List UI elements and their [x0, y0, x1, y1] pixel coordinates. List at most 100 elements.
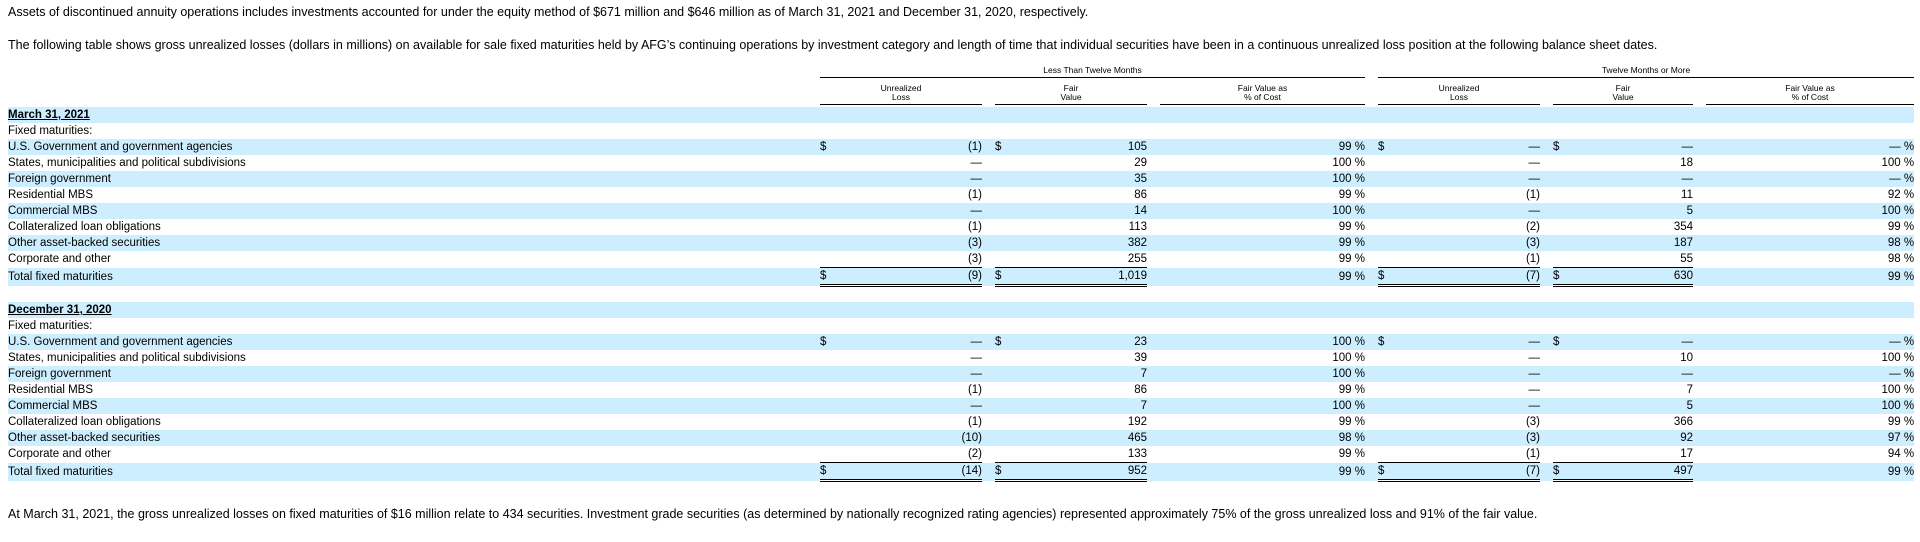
fair-value-cell: 113: [1128, 221, 1147, 233]
pct-of-cost-cell: 100 %: [1881, 157, 1915, 169]
currency-symbol: [820, 414, 840, 430]
fair-value-cell: 133: [1127, 448, 1147, 460]
fair-value-cell: 7: [1686, 384, 1693, 396]
fair-value-cell: 354: [1673, 221, 1693, 233]
spacer-cell: [1365, 382, 1378, 398]
spacer-cell: [982, 398, 995, 414]
section-date-row: March 31, 2021: [8, 107, 1915, 123]
spacer-cell: [1147, 235, 1160, 251]
footer-note: At March 31, 2021, the gross unrealized …: [8, 507, 1538, 521]
group-header-less: Less Than Twelve Months: [1043, 65, 1142, 75]
col-header-line: Unrealized: [880, 83, 922, 93]
table-row: Foreign government — 7 100 % — — — %: [8, 366, 1915, 382]
unrealized-loss-cell: —: [840, 203, 982, 219]
spacer-cell: [1365, 350, 1378, 366]
currency-symbol: [820, 398, 840, 414]
currency-symbol: [1378, 430, 1398, 446]
spacer-cell: [1147, 430, 1160, 446]
col-header-line: Fair: [1615, 83, 1631, 93]
currency-symbol: [995, 350, 1015, 366]
spacer-cell: [1540, 235, 1553, 251]
currency-symbol: [1553, 366, 1573, 382]
spacer-cell: [982, 350, 995, 366]
spacer-cell: [1147, 251, 1160, 268]
fair-value-cell: 5: [1573, 203, 1693, 219]
spacer-cell: [1540, 398, 1553, 414]
currency-symbol: [995, 398, 1015, 414]
unrealized-loss-cell: —: [970, 352, 983, 364]
spacer-cell: [982, 430, 995, 446]
currency-symbol: [1378, 350, 1398, 366]
pct-of-cost-cell: 100 %: [1160, 171, 1365, 187]
table-row: Collateralized loan obligations (1) 192 99 …: [8, 414, 1914, 430]
row-label: Commercial MBS: [8, 203, 820, 219]
spacer-cell: [1147, 139, 1160, 155]
group-underline-more: [1378, 77, 1914, 78]
currency-symbol: $: [1378, 267, 1398, 287]
spacer-cell: [1147, 446, 1160, 463]
currency-symbol: [820, 235, 840, 251]
currency-symbol: [1553, 187, 1573, 203]
intro-note: Assets of discontinued annuity operation…: [8, 5, 1089, 19]
fair-value-cell: —: [1573, 366, 1693, 382]
table-row: Residential MBS (1) 86 99 % — 7 100 %: [8, 382, 1914, 398]
spacer-cell: [1693, 267, 1706, 286]
table-row: U.S. Government and government agencies $…: [8, 334, 1915, 350]
spacer-cell: [1147, 187, 1160, 203]
pct-of-cost-cell: 99 %: [1338, 416, 1365, 428]
spacer-cell: [982, 251, 995, 268]
unrealized-loss-cell: (9): [840, 267, 982, 287]
col-header-lt-loss: Unrealized Loss: [820, 84, 982, 102]
spacer-cell: [1365, 462, 1378, 481]
pct-of-cost-cell: 92 %: [1887, 189, 1915, 201]
pct-of-cost-cell: 99 %: [1887, 221, 1915, 233]
currency-symbol: [995, 171, 1015, 187]
currency-symbol: [1378, 155, 1398, 171]
spacer-cell: [1147, 171, 1160, 187]
fair-value-cell: 92: [1573, 430, 1693, 446]
row-label: Other asset-backed securities: [8, 430, 820, 446]
fair-value-cell: 630: [1573, 267, 1693, 287]
fair-value-cell: —: [1573, 171, 1693, 187]
spacer-cell: [982, 139, 995, 155]
unrealized-loss-cell: —: [1398, 334, 1540, 350]
spacer-cell: [1540, 382, 1553, 398]
spacer-cell: [982, 366, 995, 382]
currency-symbol: [1378, 171, 1398, 187]
fair-value-cell: 465: [1015, 430, 1147, 446]
pct-of-cost-cell: 98 %: [1887, 253, 1915, 266]
fair-value-cell: —: [1573, 334, 1693, 350]
col-header-line: Value: [1060, 92, 1082, 102]
pct-of-cost-cell: 100 %: [1881, 352, 1915, 364]
currency-symbol: $: [820, 267, 840, 287]
currency-symbol: $: [1553, 267, 1573, 287]
fair-value-cell: 23: [1015, 334, 1147, 350]
unrealized-loss-table-mar-2021: March 31, 2021 Fixed maturities: U.S. Gove…: [8, 107, 1915, 287]
currency-symbol: [995, 366, 1015, 382]
currency-symbol: [1378, 398, 1398, 414]
fair-value-cell: 11: [1681, 189, 1693, 201]
pct-of-cost-cell: 99 %: [1338, 448, 1365, 461]
currency-symbol: $: [820, 139, 840, 155]
col-underline: [820, 104, 982, 105]
spacer-cell: [1693, 203, 1706, 219]
currency-symbol: [820, 382, 840, 398]
fair-value-cell: 366: [1673, 416, 1693, 428]
spacer-cell: [982, 334, 995, 350]
unrealized-loss-cell: (2): [967, 448, 982, 460]
currency-symbol: [995, 187, 1015, 203]
currency-symbol: [995, 382, 1015, 398]
col-header-lt-pct: Fair Value as % of Cost: [1160, 84, 1365, 102]
spacer-cell: [982, 171, 995, 187]
table-row: Residential MBS (1) 86 99 % (1) 11 92 %: [8, 187, 1914, 203]
currency-symbol: [820, 155, 840, 171]
spacer-cell: [1693, 187, 1706, 203]
table-row: Corporate and other (2) 133 99 % (1) 17 94 %: [8, 446, 1914, 463]
pct-of-cost-cell: 97 %: [1706, 430, 1915, 446]
spacer-cell: [1693, 334, 1706, 350]
pct-of-cost-cell: 100 %: [1332, 352, 1365, 364]
fair-value-cell: 192: [1127, 416, 1147, 428]
spacer-cell: [1540, 267, 1553, 286]
fair-value-cell: 497: [1573, 462, 1693, 482]
